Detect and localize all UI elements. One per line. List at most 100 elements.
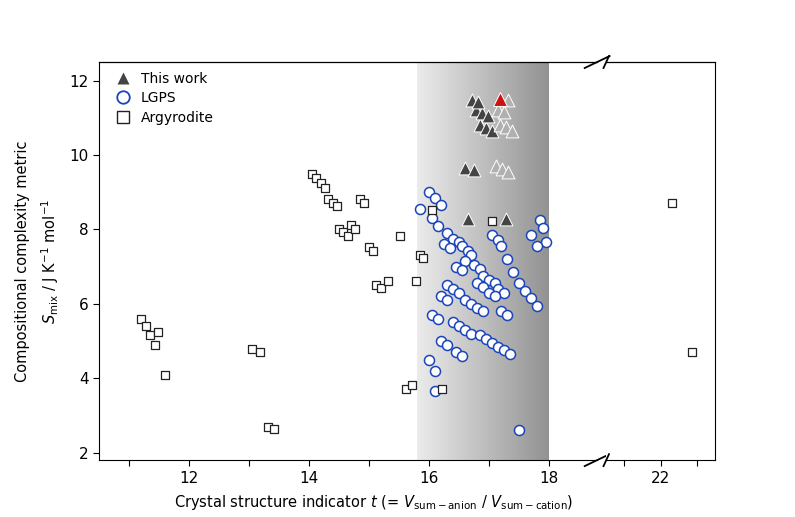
Point [486, 127, 498, 135]
Point [474, 331, 487, 340]
Point [135, 315, 148, 323]
Point [525, 231, 537, 239]
Point [486, 339, 498, 347]
Point [462, 247, 475, 255]
Point [152, 328, 165, 336]
Point [374, 284, 387, 293]
Point [331, 202, 343, 210]
Point [144, 331, 157, 340]
Point [480, 335, 493, 343]
Point [498, 108, 510, 116]
Point [341, 232, 354, 240]
Point [494, 95, 506, 103]
Point [363, 243, 375, 251]
Point [483, 276, 495, 284]
Point [531, 301, 544, 310]
Point [246, 344, 258, 353]
Point [459, 257, 471, 265]
Point [426, 214, 439, 222]
Point [358, 199, 370, 207]
Point [447, 235, 460, 243]
Point [319, 184, 332, 192]
Point [453, 238, 466, 247]
Point [465, 251, 478, 259]
Point [400, 385, 413, 393]
Point [417, 254, 429, 263]
Point [441, 281, 454, 290]
Point [489, 292, 502, 300]
Point [429, 387, 441, 396]
Point [513, 425, 525, 434]
Point [450, 348, 463, 356]
Point [474, 264, 487, 272]
Y-axis label: Compositional complexity metric
$S_\mathrm{mix}$ / J K$^{-1}$ mol$^{-1}$: Compositional complexity metric $S_\math… [14, 140, 61, 382]
Point [254, 348, 266, 356]
Point [525, 294, 537, 302]
Point [475, 109, 488, 117]
Point [314, 179, 327, 187]
Point [429, 194, 441, 202]
Point [409, 277, 422, 285]
Point [413, 251, 426, 259]
Point [494, 307, 507, 315]
Point [477, 307, 490, 315]
Point [471, 279, 483, 287]
Point [148, 341, 161, 349]
Point [414, 205, 427, 213]
Point [498, 346, 510, 355]
Point [349, 224, 362, 233]
Point [685, 348, 698, 356]
Point [406, 381, 419, 389]
Point [492, 343, 505, 351]
Point [306, 170, 319, 178]
Point [140, 322, 153, 330]
Point [435, 201, 448, 209]
Point [435, 337, 448, 345]
Point [367, 247, 380, 255]
Point [322, 195, 335, 203]
Point [333, 224, 346, 233]
Point [482, 112, 494, 120]
Point [492, 105, 505, 114]
Point [489, 279, 502, 287]
Point [337, 229, 350, 237]
Point [447, 285, 460, 293]
Point [262, 422, 275, 431]
Point [432, 315, 444, 323]
Point [456, 266, 468, 275]
Point [429, 367, 441, 375]
Point [470, 107, 483, 115]
Point [474, 121, 487, 129]
Point [494, 242, 507, 250]
Legend: This work, LGPS, Argyrodite: This work, LGPS, Argyrodite [107, 69, 217, 128]
Point [159, 370, 172, 378]
Point [435, 292, 448, 300]
Point [506, 127, 518, 135]
Point [444, 244, 456, 252]
Point [540, 238, 553, 247]
Point [423, 188, 436, 196]
Point [492, 285, 505, 293]
Text: Crystal structure indicator $t$ (= $V_\mathregular{sum-anion}$ / $V_\mathregular: Crystal structure indicator $t$ (= $V_\m… [174, 493, 573, 512]
Point [459, 164, 471, 172]
Point [486, 231, 498, 239]
Point [513, 279, 525, 287]
Point [498, 288, 510, 297]
Point [456, 242, 468, 250]
Point [502, 96, 514, 104]
Point [467, 166, 480, 174]
Point [354, 195, 366, 203]
Point [465, 329, 478, 338]
Point [345, 221, 358, 229]
Point [432, 222, 444, 230]
Point [531, 242, 544, 250]
Point [499, 215, 512, 223]
Point [504, 350, 517, 358]
Point [492, 236, 505, 244]
Point [537, 223, 549, 232]
Point [502, 168, 514, 176]
Point [506, 268, 519, 277]
Point [394, 232, 407, 240]
Point [486, 217, 498, 225]
Point [441, 341, 454, 349]
